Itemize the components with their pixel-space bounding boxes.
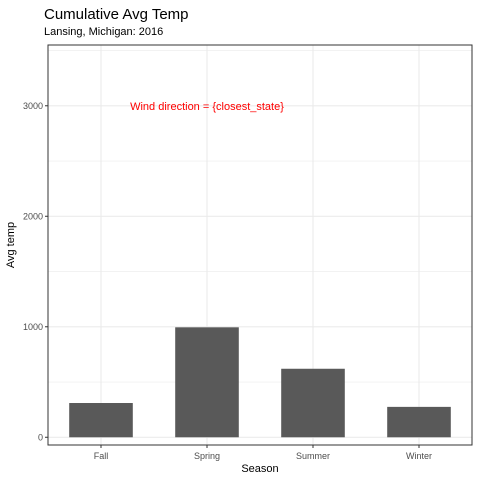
- chart-title: Cumulative Avg Temp: [44, 6, 189, 23]
- y-tick-label-3000: 3000: [23, 101, 43, 111]
- y-axis: 0 1000 2000 3000: [23, 101, 48, 442]
- x-tick-label-summer: Summer: [296, 451, 330, 461]
- y-tick-label-2000: 2000: [23, 211, 43, 221]
- y-axis-title: Avg temp: [5, 222, 17, 268]
- chart-annotation: Wind direction = {closest_state}: [130, 101, 284, 113]
- y-tick-label-0: 0: [38, 432, 43, 442]
- x-tick-label-winter: Winter: [406, 451, 432, 461]
- bar-fall: [69, 403, 133, 438]
- annotation-layer: Wind direction = {closest_state}: [130, 101, 284, 113]
- x-axis-title: Season: [241, 463, 278, 475]
- bar-summer: [281, 368, 345, 438]
- x-tick-label-spring: Spring: [194, 451, 220, 461]
- x-axis: Fall Spring Summer Winter: [94, 445, 432, 461]
- bars: [69, 327, 451, 438]
- panel-border: [47, 44, 473, 446]
- y-tick-label-1000: 1000: [23, 322, 43, 332]
- x-tick-label-fall: Fall: [94, 451, 109, 461]
- chart-subtitle: Lansing, Michigan: 2016: [44, 26, 163, 38]
- bar-spring: [175, 327, 239, 438]
- bar-winter: [387, 406, 451, 438]
